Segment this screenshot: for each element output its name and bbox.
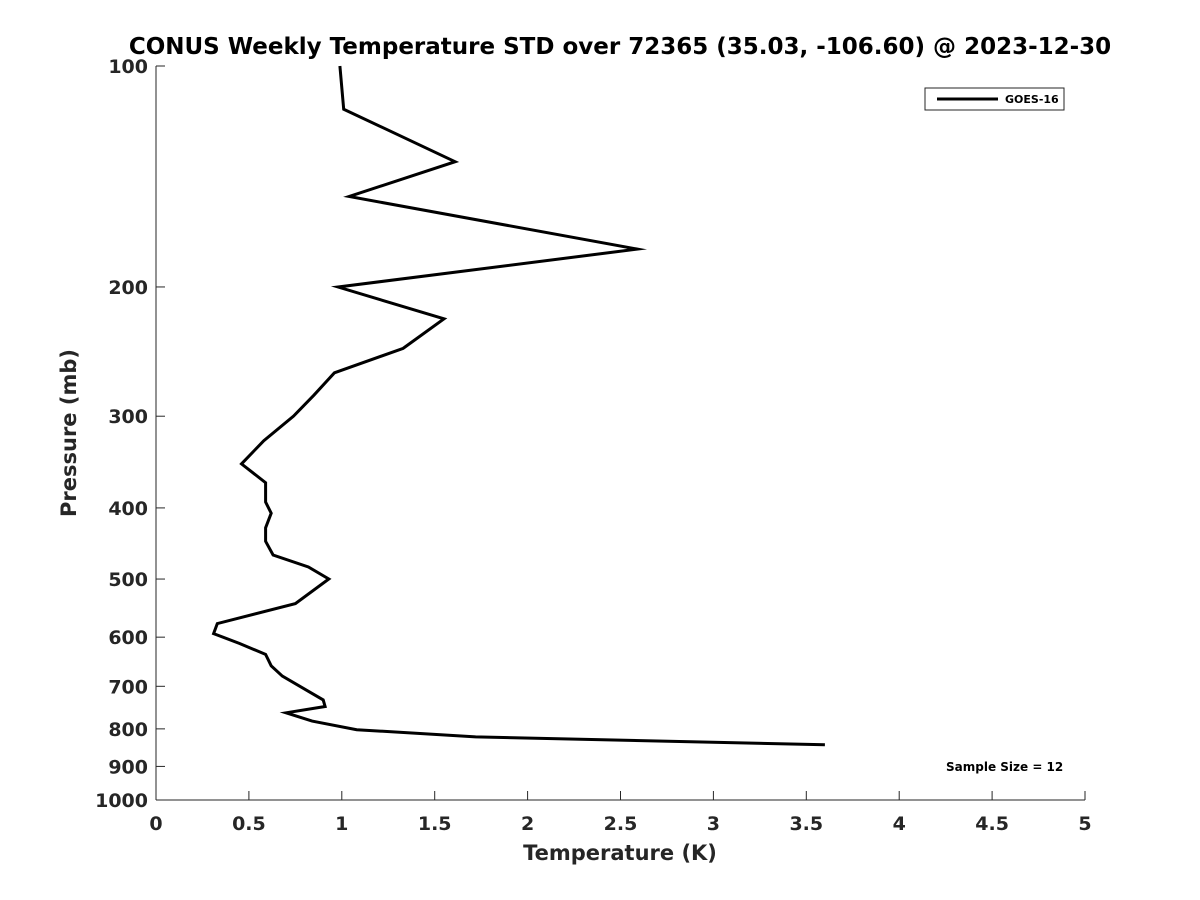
x-tick-label: 2.5 xyxy=(604,813,638,835)
y-ticks: 100 200 300 400 500 600 700 800 900 1000 xyxy=(95,56,165,812)
x-tick-label: 4 xyxy=(893,813,906,835)
x-tick-label: 4.5 xyxy=(975,813,1009,835)
x-tick-label: 0 xyxy=(149,813,162,835)
y-axis-label: Pressure (mb) xyxy=(57,349,81,517)
x-tick-label: 3.5 xyxy=(789,813,823,835)
y-tick-label: 1000 xyxy=(95,790,148,812)
y-tick-label: 600 xyxy=(108,627,148,649)
y-tick-label: 400 xyxy=(108,498,148,520)
x-tick-label: 5 xyxy=(1078,813,1091,835)
x-axis-label: Temperature (K) xyxy=(523,841,717,865)
y-tick-label: 700 xyxy=(108,676,148,698)
x-tick-label: 0.5 xyxy=(232,813,266,835)
legend: GOES-16 xyxy=(924,87,1065,111)
y-tick-label: 100 xyxy=(108,56,148,78)
legend-label-goes-16: GOES-16 xyxy=(1005,93,1059,106)
x-tick-label: 1.5 xyxy=(418,813,452,835)
series-line-goes-16 xyxy=(211,65,825,747)
y-tick-label: 200 xyxy=(108,277,148,299)
chart-title: CONUS Weekly Temperature STD over 72365 … xyxy=(129,34,1111,60)
sample-size-annotation: Sample Size = 12 xyxy=(946,760,1063,774)
series-layer xyxy=(211,65,825,747)
x-tick-label: 1 xyxy=(335,813,348,835)
y-tick-label: 800 xyxy=(108,719,148,741)
x-ticks: 0 0.5 1 1.5 2 2.5 3 3.5 4 4.5 5 xyxy=(149,791,1092,835)
y-tick-label: 500 xyxy=(108,569,148,591)
y-tick-label: 300 xyxy=(108,406,148,428)
y-tick-label: 900 xyxy=(108,756,148,778)
x-tick-label: 3 xyxy=(707,813,720,835)
x-tick-label: 2 xyxy=(521,813,534,835)
